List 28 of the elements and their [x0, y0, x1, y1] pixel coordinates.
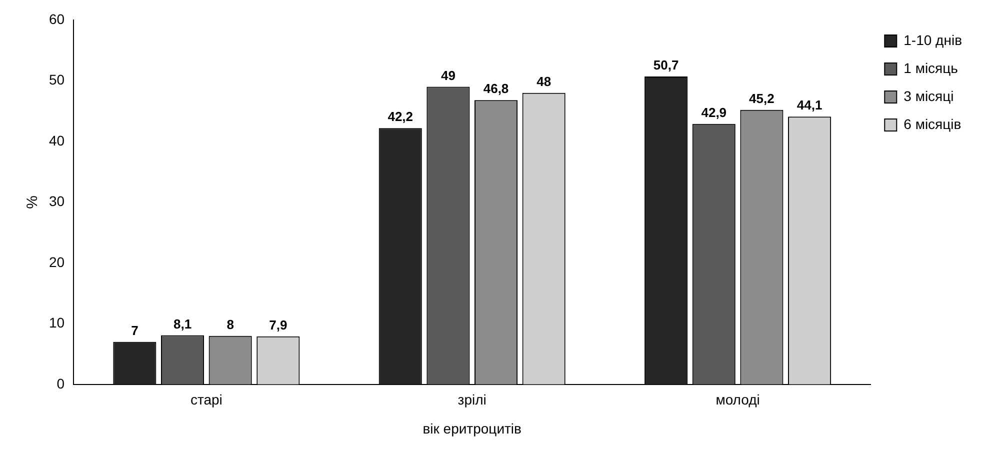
legend-label: 1 місяць — [904, 60, 958, 76]
y-tick-label: 40 — [48, 132, 65, 148]
data-label: 50,7 — [653, 58, 679, 73]
y-tick-label: 0 — [56, 375, 65, 392]
x-tick-label: зрілі — [458, 392, 486, 408]
y-tick-label: 10 — [48, 314, 65, 331]
legend-label: 6 місяців — [904, 116, 962, 132]
x-axis-title: вік еритроцитів — [422, 420, 522, 436]
data-label: 42,9 — [701, 104, 727, 120]
data-label: 7 — [131, 322, 138, 338]
legend-label: 1-10 днів — [904, 32, 962, 48]
y-tick-label: 30 — [48, 193, 65, 210]
data-label: 8 — [226, 316, 234, 332]
data-label: 46,8 — [483, 81, 509, 96]
data-label: 49 — [440, 68, 456, 83]
y-tick-label: 20 — [48, 254, 65, 270]
data-label: 45,2 — [749, 90, 774, 106]
x-tick-label: старі — [190, 392, 222, 408]
y-tick-label: 50 — [48, 72, 65, 88]
x-tick-label: молоді — [716, 392, 760, 408]
data-label: 42,2 — [388, 109, 414, 124]
y-axis-title: % — [24, 196, 42, 209]
data-label: 48 — [536, 74, 552, 89]
data-label: 7,9 — [269, 318, 288, 332]
legend-label: 3 місяці — [904, 88, 954, 104]
data-label: 8,1 — [173, 316, 192, 332]
data-label: 44,1 — [796, 98, 822, 113]
y-tick-label: 60 — [48, 10, 65, 27]
